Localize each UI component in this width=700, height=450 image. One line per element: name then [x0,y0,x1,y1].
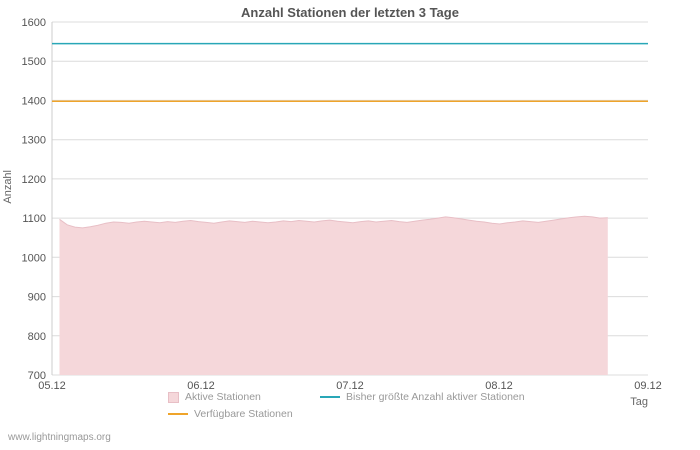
y-tick-label: 1400 [22,95,46,107]
chart-legend: Aktive Stationen Bisher größte Anzahl ak… [168,391,525,420]
y-tick-label: 900 [28,292,46,304]
x-tick-label: 06.12 [187,380,215,392]
y-tick-label: 1300 [22,135,46,147]
area-edge-aktive-stationen [59,215,608,229]
legend-label-verfuegbare-stationen: Verfügbare Stationen [194,408,293,420]
x-tick-label: 08.12 [485,380,513,392]
legend-swatch-aktive-stationen [168,391,179,403]
x-tick-label: 05.12 [38,380,66,392]
area-aktive-stationen [59,216,608,375]
chart-title: Anzahl Stationen der letzten 3 Tage [241,5,459,20]
y-tick-label: 700 [28,370,46,382]
legend-item-max-aktive-stationen: Bisher größte Anzahl aktiver Stationen [320,391,525,403]
legend-item-aktive-stationen: Aktive Stationen [168,391,318,403]
x-axis-label: Tag [630,396,648,408]
y-tick-label: 1600 [22,17,46,29]
site-link[interactable]: www.lightningmaps.org [8,432,111,443]
y-tick-label: 800 [28,331,46,343]
y-tick-label: 1000 [22,252,46,264]
y-tick-label: 1100 [22,213,46,225]
y-tick-label: 1200 [22,174,46,186]
legend-label-aktive-stationen: Aktive Stationen [185,391,261,403]
legend-label-max-aktive-stationen: Bisher größte Anzahl aktiver Stationen [346,391,525,403]
legend-item-verfuegbare-stationen: Verfügbare Stationen [168,408,318,420]
legend-swatch-max-aktive-stationen [320,396,340,398]
x-tick-label: 09.12 [634,380,662,392]
x-tick-label: 07.12 [336,380,364,392]
y-tick-label: 1500 [22,56,46,68]
legend-swatch-verfuegbare-stationen [168,413,188,415]
